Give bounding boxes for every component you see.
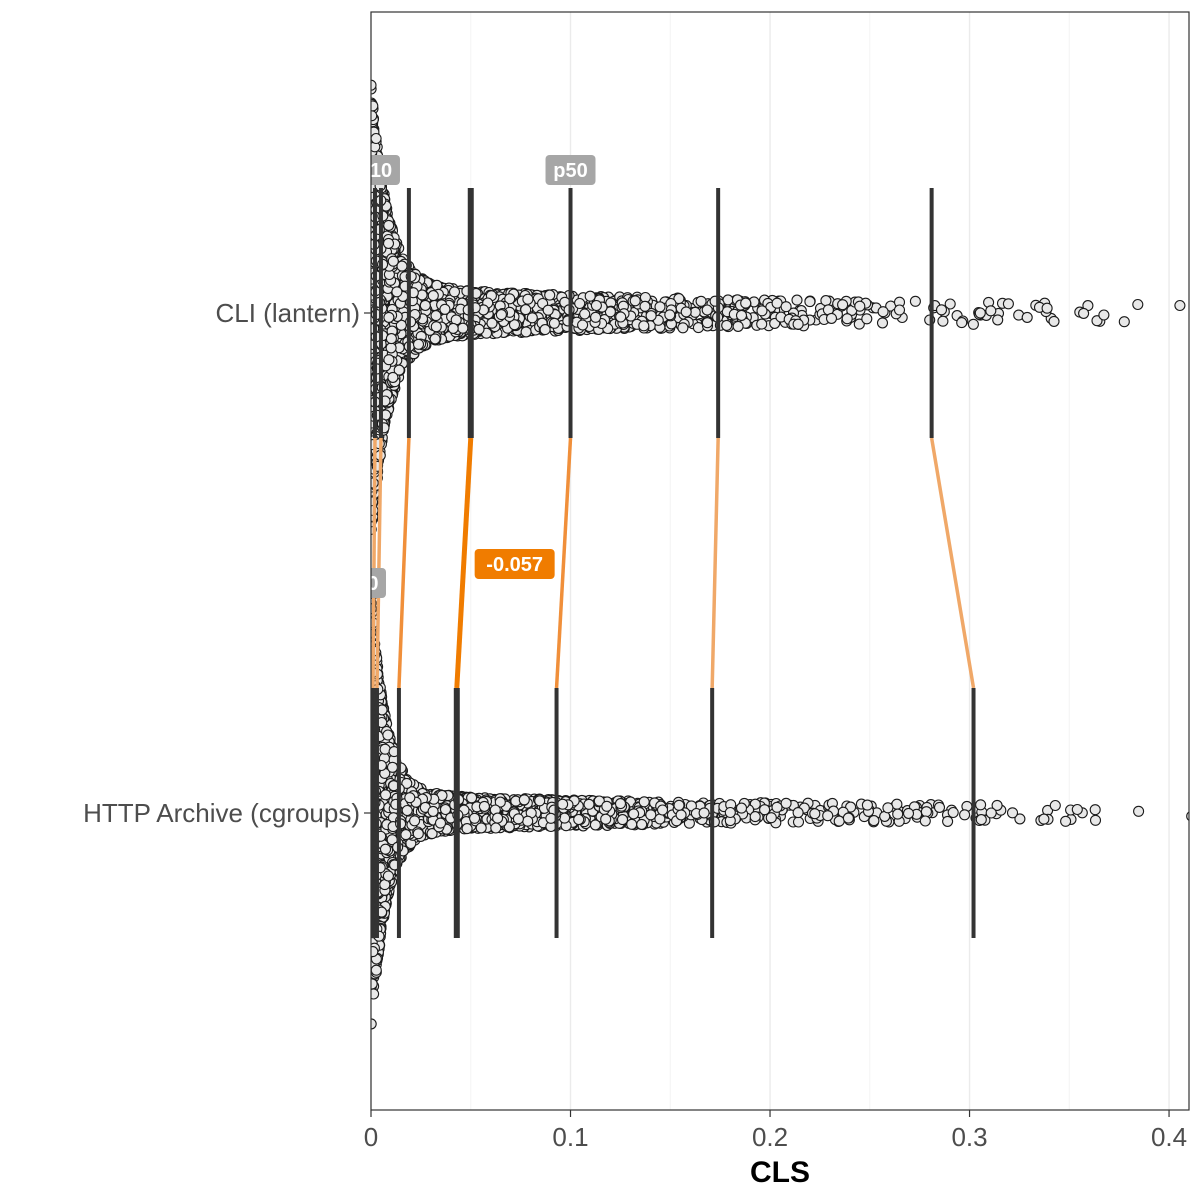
swarm-point	[473, 323, 485, 335]
swarm-point	[1049, 799, 1061, 812]
swarm-point	[1041, 302, 1053, 314]
swarm-point	[837, 299, 849, 311]
swarm-point	[439, 303, 451, 315]
swarm-point	[382, 237, 395, 249]
swarm-point	[756, 318, 768, 330]
swarm-point	[639, 300, 651, 312]
swarm-point	[1089, 804, 1101, 816]
swarm-point	[431, 279, 443, 291]
swarm-point	[695, 295, 707, 307]
swarm-point	[692, 322, 704, 334]
swarm-point	[780, 301, 792, 313]
swarm-point	[383, 354, 395, 366]
swarm-point	[735, 309, 748, 321]
swarm-point	[756, 305, 768, 317]
swarm-point	[1021, 311, 1033, 323]
swarm-point	[447, 322, 459, 334]
swarm-point	[1174, 299, 1186, 312]
swarm-point	[825, 312, 838, 324]
swarm-point	[1190, 301, 1200, 311]
swarm-point	[701, 304, 713, 316]
swarm-point	[820, 295, 832, 307]
swarm-point	[383, 311, 395, 323]
swarm-point	[412, 338, 425, 350]
swarm-point	[427, 290, 439, 302]
swarm-point	[792, 318, 804, 330]
swarm-point	[371, 132, 382, 145]
swarm-point	[371, 110, 378, 122]
swarm-point	[974, 307, 986, 319]
swarm-point	[387, 255, 399, 267]
swarm-point	[590, 299, 602, 312]
swarm-point	[677, 322, 689, 334]
swarm-point	[520, 326, 532, 338]
swarm-point	[574, 297, 586, 310]
swarm-point	[985, 305, 997, 317]
swarm-point	[854, 300, 866, 312]
swarm-point	[457, 322, 469, 334]
swarm-point	[522, 293, 534, 305]
swarm-point	[1006, 807, 1019, 819]
swarm-point	[391, 286, 403, 298]
swarm-point	[935, 304, 948, 316]
swarm-point	[371, 100, 379, 112]
swarm-point	[429, 333, 441, 345]
swarm-point	[937, 315, 949, 327]
swarm-point	[732, 320, 744, 332]
swarm-point	[584, 290, 596, 302]
swarm-point	[680, 306, 692, 318]
swarm-point	[909, 295, 921, 307]
swarm-point	[430, 321, 442, 333]
swarm-point	[520, 304, 532, 316]
swarm-point	[495, 309, 507, 321]
swarm-point	[385, 333, 397, 345]
swarm-point	[944, 298, 956, 310]
swarm-point	[615, 311, 627, 323]
swarm-point	[579, 308, 591, 320]
swarm-point	[526, 312, 538, 324]
swarm-point	[577, 319, 589, 331]
swarm-point	[385, 342, 397, 354]
swarm-point	[876, 317, 889, 329]
swarm-point	[590, 311, 602, 323]
swarm-point	[841, 313, 853, 325]
swarm-point	[861, 313, 873, 325]
swarm-point	[1098, 309, 1110, 321]
swarm-point	[804, 296, 816, 308]
swarm-point	[638, 320, 650, 332]
swarm-point	[740, 297, 752, 309]
swarm-point	[893, 304, 906, 316]
swarm-point	[383, 219, 395, 231]
swarm-point	[539, 324, 551, 336]
swarm-point	[791, 294, 803, 306]
swarm-point	[654, 301, 666, 313]
swarm-point	[548, 317, 560, 329]
swarm-point	[967, 318, 979, 330]
swarm-point	[701, 317, 713, 329]
swarm-point	[992, 314, 1004, 326]
swarm-point	[544, 289, 556, 301]
swarm-point	[877, 306, 889, 318]
swarm-point	[387, 371, 399, 383]
swarm-0	[371, 79, 1200, 535]
swarm-point	[1078, 307, 1090, 319]
swarm-point	[419, 299, 431, 311]
swarm-point	[645, 310, 657, 322]
swarm-point	[721, 319, 733, 331]
swarm-point	[629, 295, 641, 307]
swarm-point	[664, 309, 676, 321]
swarm-point	[430, 310, 442, 322]
swarm-1	[371, 590, 1189, 1030]
swarm-point	[1118, 316, 1130, 328]
swarm-point	[1048, 315, 1060, 327]
swarm-point	[1002, 298, 1014, 310]
swarm-point	[1132, 298, 1144, 311]
swarm-point	[956, 317, 968, 329]
swarm-point	[448, 286, 461, 298]
swarm-point	[542, 304, 554, 316]
